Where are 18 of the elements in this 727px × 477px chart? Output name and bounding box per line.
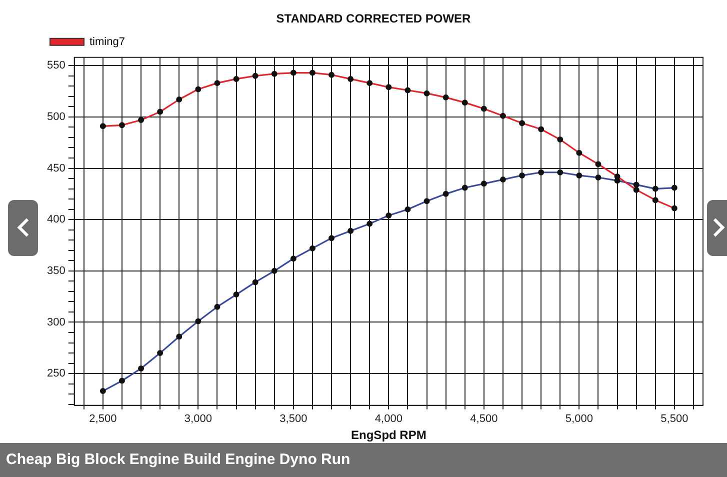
x-tick-label: 3,500 xyxy=(280,413,308,426)
x-axis-title: EngSpd RPM xyxy=(351,428,426,442)
y-tick-label: 450 xyxy=(46,162,66,174)
y-tick-label: 250 xyxy=(46,368,66,380)
y-tick-label: 350 xyxy=(46,264,66,277)
y-tick-label: 550 xyxy=(46,60,66,72)
x-tick-label: 3,000 xyxy=(184,413,212,426)
legend-label: timing7 xyxy=(90,36,125,48)
text: Cheap Big Block Engine Build Engine Dyno Run xyxy=(0,443,727,477)
x-tick-label: 5,500 xyxy=(660,413,688,426)
x-tick-label: 4,500 xyxy=(470,413,498,426)
y-tick-label: 400 xyxy=(46,214,66,226)
y-tick-label: 500 xyxy=(46,110,66,123)
x-tick-label: 2,500 xyxy=(89,413,117,426)
x-tick-label: 5,000 xyxy=(565,413,593,426)
y-tick-label: 300 xyxy=(46,316,66,328)
chart-title: STANDARD CORRECTED POWER xyxy=(276,12,472,26)
x-tick-label: 4,000 xyxy=(374,413,402,426)
